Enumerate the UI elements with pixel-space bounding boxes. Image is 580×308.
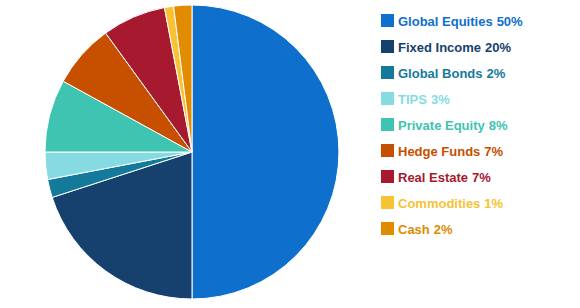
pie-slice	[45, 152, 192, 180]
legend-value: 3%	[431, 92, 450, 107]
legend-category: Hedge Funds	[398, 144, 480, 159]
legend-swatch	[381, 40, 394, 53]
legend-swatch	[381, 66, 394, 79]
chart-root: Global Equities50%Fixed Income20%Global …	[0, 0, 580, 308]
legend-value: 7%	[484, 144, 503, 159]
legend-category: Global Equities	[398, 14, 493, 29]
legend-value: 20%	[485, 40, 511, 55]
legend-swatch	[381, 92, 394, 105]
legend-value: 8%	[489, 118, 508, 133]
legend-label: Global Bonds 2%	[398, 66, 506, 81]
legend-category: Cash	[398, 222, 430, 237]
legend-label: Real Estate 7%	[398, 170, 491, 185]
legend-swatch	[381, 144, 394, 157]
legend-swatch	[381, 196, 394, 209]
legend-category: Private Equity	[398, 118, 485, 133]
legend-swatch	[381, 14, 394, 27]
legend-category: TIPS	[398, 92, 427, 107]
legend-label: Hedge Funds 7%	[398, 144, 504, 159]
legend-label: TIPS 3%	[398, 92, 450, 107]
legend-swatch	[381, 170, 394, 183]
legend-category: Real Estate	[398, 170, 468, 185]
pie	[45, 5, 339, 299]
legend-value: 1%	[484, 196, 503, 211]
legend-value: 2%	[434, 222, 453, 237]
legend-label: Global Equities 50%	[398, 14, 523, 29]
legend-category: Commodities	[398, 196, 480, 211]
legend-category: Global Bonds	[398, 66, 483, 81]
pie-slice	[192, 5, 339, 299]
legend-value: 50%	[497, 14, 523, 29]
legend: Global Equities50%Fixed Income20%Global …	[381, 14, 523, 237]
pie-slice	[174, 5, 192, 152]
legend-label: Commodities 1%	[398, 196, 504, 211]
legend-category: Fixed Income	[398, 40, 481, 55]
legend-value: 2%	[487, 66, 506, 81]
legend-label: Cash 2%	[398, 222, 453, 237]
legend-swatch	[381, 222, 394, 235]
legend-label: Fixed Income 20%	[398, 40, 512, 55]
chart: Global Equities50%Fixed Income20%Global …	[0, 0, 580, 308]
legend-label: Private Equity 8%	[398, 118, 508, 133]
legend-swatch	[381, 118, 394, 131]
legend-value: 7%	[472, 170, 491, 185]
